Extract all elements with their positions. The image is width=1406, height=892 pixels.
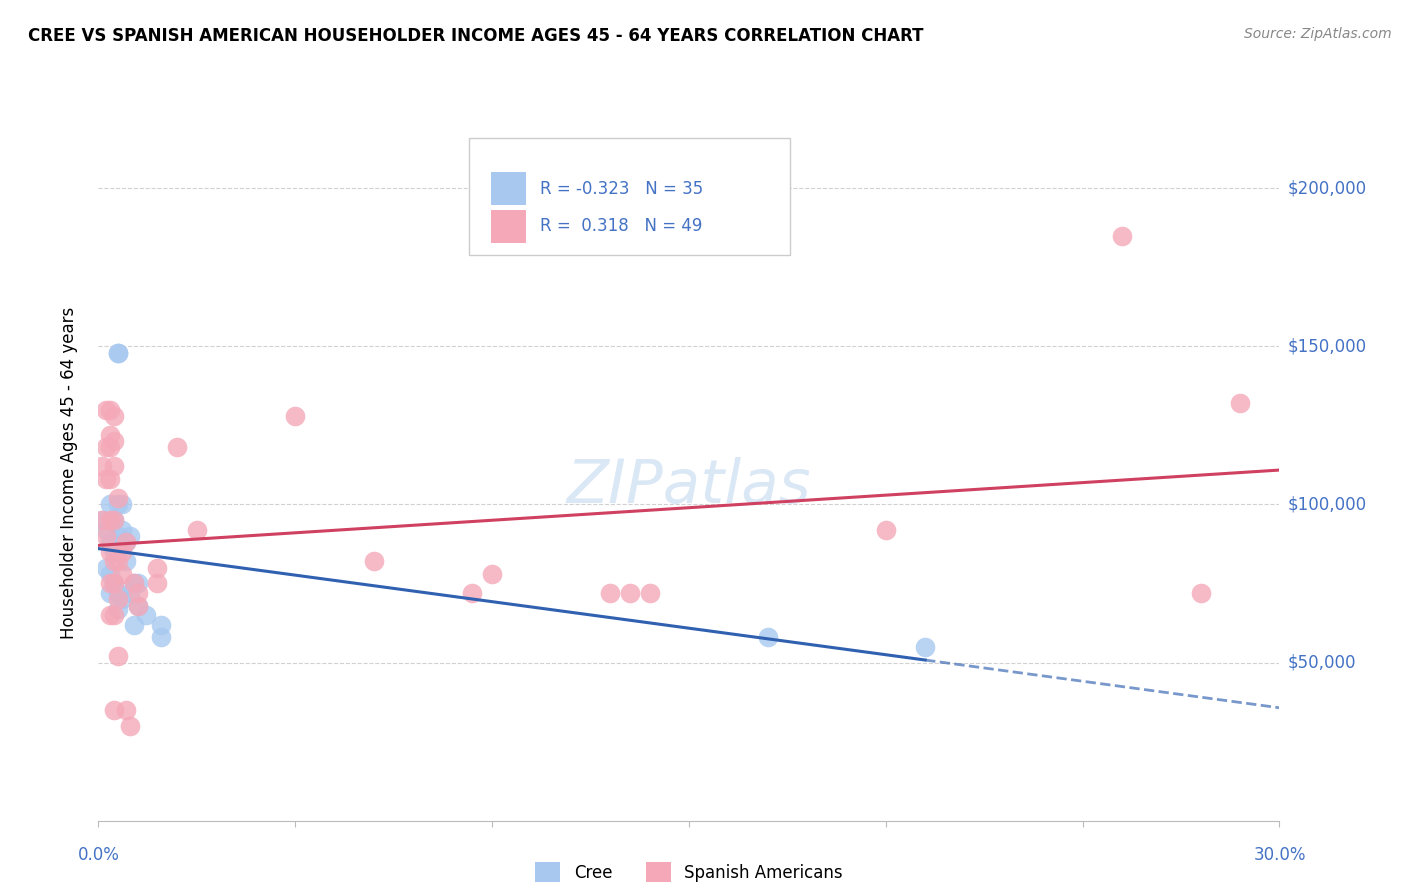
Point [107, 592, 129, 607]
Point [103, 703, 125, 717]
Point [166, 441, 188, 455]
Point [103, 608, 125, 623]
Point [98, 586, 121, 600]
Point [98, 402, 121, 417]
Point [107, 345, 129, 359]
Point [98, 576, 121, 591]
Point [107, 529, 129, 543]
Point [107, 601, 129, 615]
Point [111, 497, 134, 511]
Text: ZIPatlas: ZIPatlas [567, 458, 811, 516]
Point [111, 592, 134, 607]
Point [96, 441, 118, 455]
Point [107, 497, 129, 511]
Text: 0.0%: 0.0% [77, 846, 120, 863]
Point [127, 586, 149, 600]
Point [107, 586, 129, 600]
Point [91, 513, 114, 527]
Point [98, 497, 121, 511]
Point [599, 586, 621, 600]
Point [914, 640, 936, 654]
Point [122, 576, 145, 591]
Text: $200,000: $200,000 [1288, 179, 1367, 197]
Point [619, 586, 641, 600]
Text: $50,000: $50,000 [1288, 654, 1357, 672]
Point [107, 649, 129, 664]
Point [115, 535, 138, 549]
Point [1229, 396, 1251, 410]
Point [107, 345, 129, 359]
Point [107, 491, 129, 505]
Legend: Cree, Spanish Americans: Cree, Spanish Americans [529, 855, 849, 888]
Point [96, 472, 118, 486]
Point [150, 630, 173, 644]
Point [127, 599, 149, 613]
Point [103, 576, 125, 591]
Point [98, 566, 121, 581]
Point [96, 560, 118, 574]
Point [103, 434, 125, 449]
Text: Source: ZipAtlas.com: Source: ZipAtlas.com [1244, 27, 1392, 41]
Point [96, 529, 118, 543]
Point [98, 513, 121, 527]
Point [122, 617, 145, 632]
Point [98, 545, 121, 559]
Point [103, 554, 125, 568]
Point [638, 586, 661, 600]
Point [127, 599, 149, 613]
Point [127, 576, 149, 591]
Point [1189, 586, 1212, 600]
Point [115, 535, 138, 549]
Point [103, 513, 125, 527]
Text: CREE VS SPANISH AMERICAN HOUSEHOLDER INCOME AGES 45 - 64 YEARS CORRELATION CHART: CREE VS SPANISH AMERICAN HOUSEHOLDER INC… [28, 27, 924, 45]
Point [111, 545, 134, 559]
Point [1111, 228, 1133, 243]
Text: R =  0.318   N = 49: R = 0.318 N = 49 [540, 218, 703, 235]
Point [118, 586, 141, 600]
Point [135, 608, 157, 623]
Point [111, 566, 134, 581]
Point [98, 472, 121, 486]
Point [91, 513, 114, 527]
Point [150, 617, 173, 632]
Point [146, 576, 169, 591]
Text: $150,000: $150,000 [1288, 337, 1367, 355]
Point [103, 409, 125, 423]
Point [107, 554, 129, 568]
Y-axis label: Householder Income Ages 45 - 64 years: Householder Income Ages 45 - 64 years [59, 307, 77, 639]
Point [284, 409, 307, 423]
Point [98, 441, 121, 455]
Point [111, 523, 134, 537]
Point [186, 523, 208, 537]
Point [103, 459, 125, 474]
Point [115, 703, 138, 717]
Point [122, 576, 145, 591]
Point [875, 523, 897, 537]
Point [461, 586, 484, 600]
Point [146, 560, 169, 574]
Point [98, 535, 121, 549]
Point [96, 523, 118, 537]
Point [98, 608, 121, 623]
Point [756, 630, 779, 644]
Point [103, 513, 125, 527]
Text: R = -0.323   N = 35: R = -0.323 N = 35 [540, 179, 703, 198]
Text: 30.0%: 30.0% [1253, 846, 1306, 863]
Point [118, 529, 141, 543]
Point [91, 459, 114, 474]
Text: $100,000: $100,000 [1288, 495, 1367, 514]
Point [363, 554, 385, 568]
Point [103, 576, 125, 591]
Point [118, 719, 141, 733]
Point [481, 566, 503, 581]
Point [98, 427, 121, 442]
Point [115, 554, 138, 568]
Point [103, 545, 125, 559]
Point [96, 402, 118, 417]
